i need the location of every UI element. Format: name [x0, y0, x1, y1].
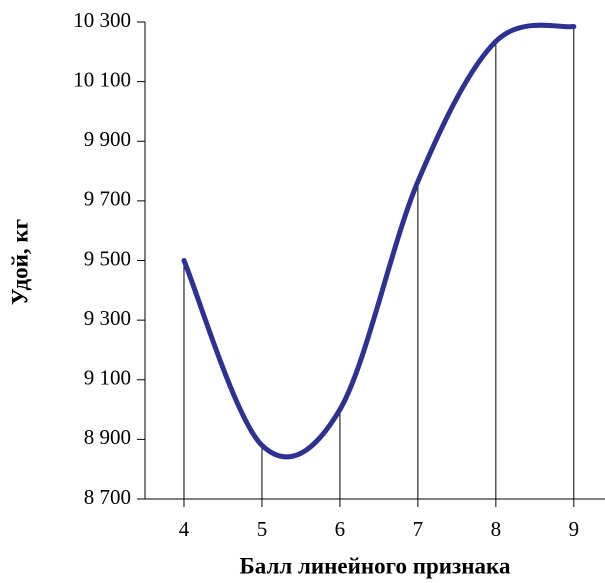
- y-tick-label: 8 700: [84, 485, 131, 509]
- y-axis-title: Удой, кг: [7, 219, 32, 305]
- x-tick-label: 4: [179, 517, 190, 541]
- x-axis-title: Балл линейного признака: [240, 553, 511, 578]
- x-tick-label: 9: [569, 517, 580, 541]
- y-tick-label: 10 100: [73, 67, 131, 91]
- y-tick-label: 10 300: [73, 8, 131, 32]
- x-tick-label: 5: [257, 517, 268, 541]
- x-tick-label: 6: [335, 517, 346, 541]
- y-tick-label: 9 500: [84, 246, 131, 270]
- y-tick-label: 8 900: [84, 425, 131, 449]
- x-tick-label: 8: [491, 517, 502, 541]
- y-tick-label: 9 300: [84, 306, 131, 330]
- y-tick-label: 9 100: [84, 366, 131, 390]
- x-tick-label: 7: [413, 517, 424, 541]
- y-tick-label: 9 700: [84, 187, 131, 211]
- y-tick-label: 9 900: [84, 127, 131, 151]
- line: [181, 22, 577, 460]
